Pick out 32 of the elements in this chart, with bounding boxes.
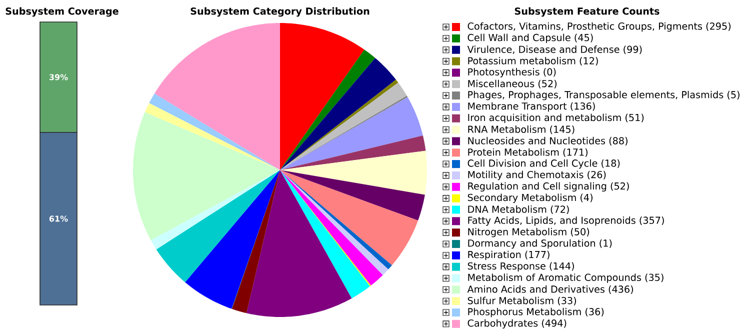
chart-title: Subsystem Category Distribution [190,7,370,17]
legend-label: Membrane Transport (136) [468,102,595,112]
data-label: 39% [49,74,68,80]
legend-label: Iron acquisition and metabolism (51) [468,114,644,123]
legend-label: DNA Metabolism (72) [468,205,569,214]
legend-label: Phosphorus Metabolism (36) [468,308,604,318]
legend-label: Dormancy and Sporulation (1) [468,239,612,249]
legend-label: Fatty Acids, Lipids, and Isoprenoids (357) [468,216,664,226]
legend-label: Nucleosides and Nucleotides (88) [468,136,628,146]
legend-label: Miscellaneous (52) [468,80,557,88]
legend-label: Virulence, Disease and Defense (99) [467,46,642,54]
legend-label: Cofactors, Vitamins, Prosthetic Groups, Pigments (295) [468,22,731,32]
legend-label: Potassium metabolism (12) [468,56,598,66]
legend-label: Regulation and Cell signaling (52) [468,182,629,192]
legend-label: Metabolism of Aromatic Compounds (35) [468,274,664,283]
chart-title: Subsystem Coverage [6,7,118,17]
legend-label: Stress Response (144) [468,262,574,272]
legend-label: Motility and Chemotaxis (26) [468,170,606,180]
legend-label: RNA Metabolism (145) [468,126,574,134]
legend-label: Nitrogen Metabolism (50) [468,228,590,238]
legend-label: Protein Metabolism (171) [468,148,588,157]
legend-label: Photosynthesis (0) [468,68,556,78]
legend-label: Carbohydrates (494) [468,319,566,329]
legend-label: Cell Division and Cell Cycle (18) [468,159,620,169]
legend-label: Cell Wall and Capsule (45) [468,34,593,44]
legend-label: Secondary Metabolism (4) [468,194,592,203]
legend-label: Respiration (177) [468,250,550,260]
legend-title: Subsystem Feature Counts [514,7,660,17]
legend-label: Sulfur Metabolism (33) [468,296,576,306]
legend-label: Phages, Prophages, Transposable elements, Plasmids (5) [468,90,740,100]
legend-label: Amino Acids and Derivatives (436) [467,285,634,294]
data-label: 61% [49,216,68,222]
